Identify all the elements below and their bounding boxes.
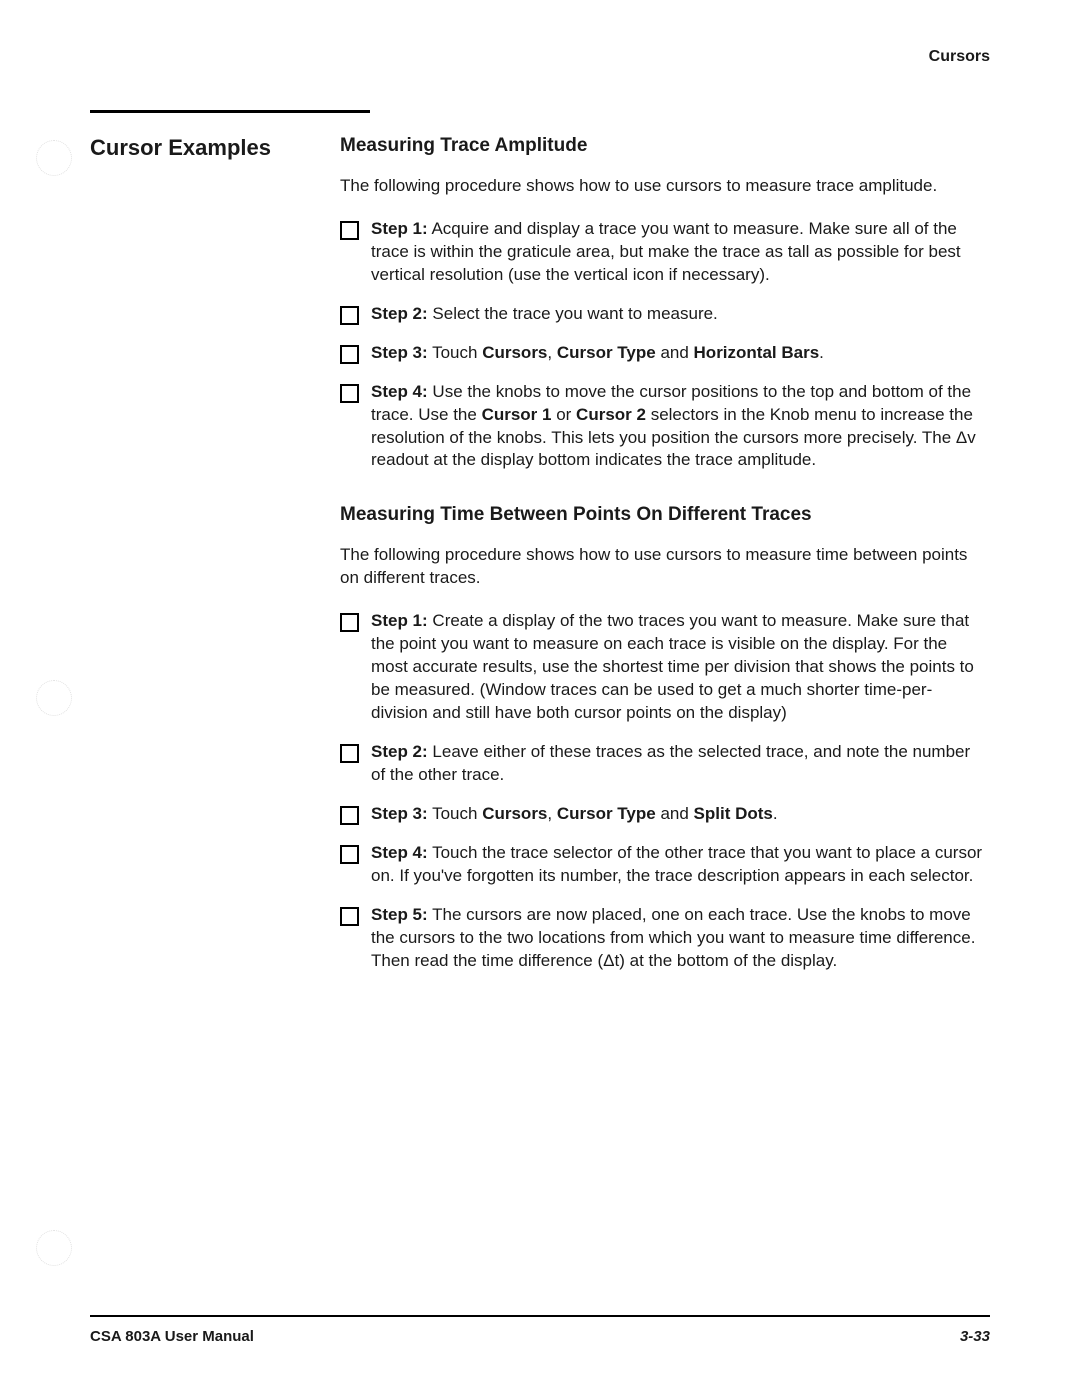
footer-rule xyxy=(90,1315,990,1317)
subheading: Measuring Time Between Points On Differe… xyxy=(340,504,988,526)
content-column: Measuring Trace Amplitude The following … xyxy=(340,135,988,988)
text-run: Touch xyxy=(428,804,483,823)
punch-hole-icon xyxy=(36,140,72,176)
keyword: Cursors xyxy=(482,804,547,823)
step-text: Step 5: The cursors are now placed, one … xyxy=(371,904,988,973)
step-item: Step 1: Acquire and display a trace you … xyxy=(340,218,988,287)
step-item: Step 3: Touch Cursors, Cursor Type and H… xyxy=(340,342,988,365)
keyword: Cursor 2 xyxy=(576,405,646,424)
intro-paragraph: The following procedure shows how to use… xyxy=(340,175,988,198)
text-run: Create a display of the two traces you w… xyxy=(371,611,974,722)
checkbox-icon xyxy=(340,384,359,403)
text-run: Touch the trace selector of the other tr… xyxy=(371,843,982,885)
text-run: Touch xyxy=(428,343,483,362)
steps-list: Step 1: Create a display of the two trac… xyxy=(340,610,988,972)
text-run: . xyxy=(773,804,778,823)
step-label: Step 2: xyxy=(371,742,428,761)
step-text: Step 2: Leave either of these traces as … xyxy=(371,741,988,787)
step-text: Step 2: Select the trace you want to mea… xyxy=(371,303,718,326)
keyword: Cursor 1 xyxy=(482,405,552,424)
step-label: Step 1: xyxy=(371,611,428,630)
keyword: Cursor Type xyxy=(557,343,656,362)
checkbox-icon xyxy=(340,345,359,364)
step-text: Step 4: Touch the trace selector of the … xyxy=(371,842,988,888)
step-text: Step 3: Touch Cursors, Cursor Type and S… xyxy=(371,803,778,826)
step-item: Step 4: Touch the trace selector of the … xyxy=(340,842,988,888)
step-item: Step 2: Leave either of these traces as … xyxy=(340,741,988,787)
keyword: Cursor Type xyxy=(557,804,656,823)
step-label: Step 5: xyxy=(371,905,428,924)
text-run: , xyxy=(547,343,556,362)
step-item: Step 2: Select the trace you want to mea… xyxy=(340,303,988,326)
page-header-right: Cursors xyxy=(929,48,990,66)
punch-hole-icon xyxy=(36,1230,72,1266)
checkbox-icon xyxy=(340,845,359,864)
checkbox-icon xyxy=(340,221,359,240)
page: Cursors Cursor Examples Measuring Trace … xyxy=(0,0,1080,1397)
checkbox-icon xyxy=(340,907,359,926)
step-text: Step 1: Create a display of the two trac… xyxy=(371,610,988,725)
step-label: Step 1: xyxy=(371,219,428,238)
step-text: Step 3: Touch Cursors, Cursor Type and H… xyxy=(371,342,824,365)
step-text: Step 1: Acquire and display a trace you … xyxy=(371,218,988,287)
checkbox-icon xyxy=(340,744,359,763)
punch-hole-icon xyxy=(36,680,72,716)
keyword: Horizontal Bars xyxy=(694,343,820,362)
intro-paragraph: The following procedure shows how to use… xyxy=(340,544,988,590)
section-title: Cursor Examples xyxy=(90,135,271,161)
text-run: Leave either of these traces as the sele… xyxy=(371,742,970,784)
step-label: Step 2: xyxy=(371,304,428,323)
text-run: Acquire and display a trace you want to … xyxy=(371,219,961,284)
keyword: Split Dots xyxy=(694,804,773,823)
step-item: Step 3: Touch Cursors, Cursor Type and S… xyxy=(340,803,988,826)
step-label: Step 3: xyxy=(371,804,428,823)
footer-left: CSA 803A User Manual xyxy=(90,1328,254,1345)
top-rule xyxy=(90,110,370,113)
text-run: and xyxy=(656,343,694,362)
keyword: Cursors xyxy=(482,343,547,362)
subheading: Measuring Trace Amplitude xyxy=(340,135,988,157)
step-label: Step 3: xyxy=(371,343,428,362)
checkbox-icon xyxy=(340,306,359,325)
text-run: and xyxy=(656,804,694,823)
text-run: or xyxy=(551,405,576,424)
step-label: Step 4: xyxy=(371,382,428,401)
steps-list: Step 1: Acquire and display a trace you … xyxy=(340,218,988,472)
step-item: Step 4: Use the knobs to move the cursor… xyxy=(340,381,988,473)
footer-right: 3-33 xyxy=(960,1328,990,1345)
step-item: Step 5: The cursors are now placed, one … xyxy=(340,904,988,973)
text-run: The cursors are now placed, one on each … xyxy=(371,905,975,970)
text-run: , xyxy=(547,804,556,823)
step-text: Step 4: Use the knobs to move the cursor… xyxy=(371,381,988,473)
checkbox-icon xyxy=(340,613,359,632)
text-run: Select the trace you want to measure. xyxy=(428,304,718,323)
checkbox-icon xyxy=(340,806,359,825)
step-item: Step 1: Create a display of the two trac… xyxy=(340,610,988,725)
step-label: Step 4: xyxy=(371,843,428,862)
text-run: . xyxy=(819,343,824,362)
